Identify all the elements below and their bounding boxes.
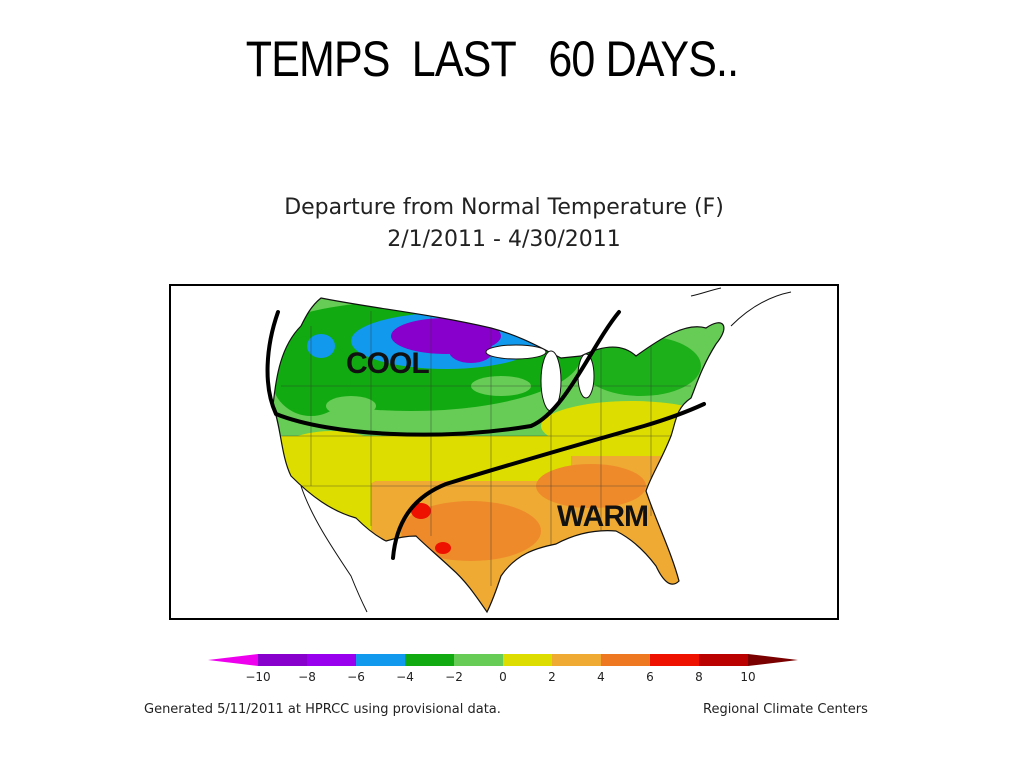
- footer-generated: Generated 5/11/2011 at HPRCC using provi…: [144, 702, 501, 717]
- legend-swatch: [405, 654, 454, 666]
- legend-tick: −2: [445, 670, 463, 684]
- cool-label: COOL: [346, 347, 430, 380]
- legend-arrow-high: [748, 654, 798, 666]
- legend-tick: 2: [548, 670, 556, 684]
- warm-boundary-line: [391, 402, 706, 560]
- slide-title: TEMPS LAST 60 DAYS..: [245, 31, 739, 87]
- us-temperature-map: [169, 284, 839, 620]
- legend-swatch: [258, 654, 307, 666]
- legend-arrow-low: [208, 654, 258, 666]
- footer-source: Regional Climate Centers: [703, 702, 868, 717]
- legend-swatch: [699, 654, 748, 666]
- cool-boundary-line: [265, 310, 621, 437]
- legend-tick: 0: [499, 670, 507, 684]
- legend-swatch: [552, 654, 601, 666]
- legend-swatch: [650, 654, 699, 666]
- legend-tick: 8: [695, 670, 703, 684]
- legend-swatch: [503, 654, 552, 666]
- warm-label: WARM: [557, 500, 649, 533]
- legend-swatch: [454, 654, 503, 666]
- legend-tick: 4: [597, 670, 605, 684]
- map-title-line2: 2/1/2011 - 4/30/2011: [387, 227, 621, 252]
- legend-swatch: [356, 654, 405, 666]
- map-graphic: [265, 287, 792, 614]
- legend-tick: −6: [347, 670, 365, 684]
- map-title: Departure from Normal Temperature (F) 2/…: [0, 192, 1008, 256]
- legend-swatch: [601, 654, 650, 666]
- legend-tick: −10: [245, 670, 271, 684]
- map-title-line1: Departure from Normal Temperature (F): [284, 195, 724, 220]
- legend-tick: −4: [396, 670, 414, 684]
- legend-swatch: [307, 654, 356, 666]
- legend-tick: −8: [298, 670, 316, 684]
- legend-tick: 10: [740, 670, 756, 684]
- legend-tick: 6: [646, 670, 654, 684]
- color-legend: [208, 654, 798, 666]
